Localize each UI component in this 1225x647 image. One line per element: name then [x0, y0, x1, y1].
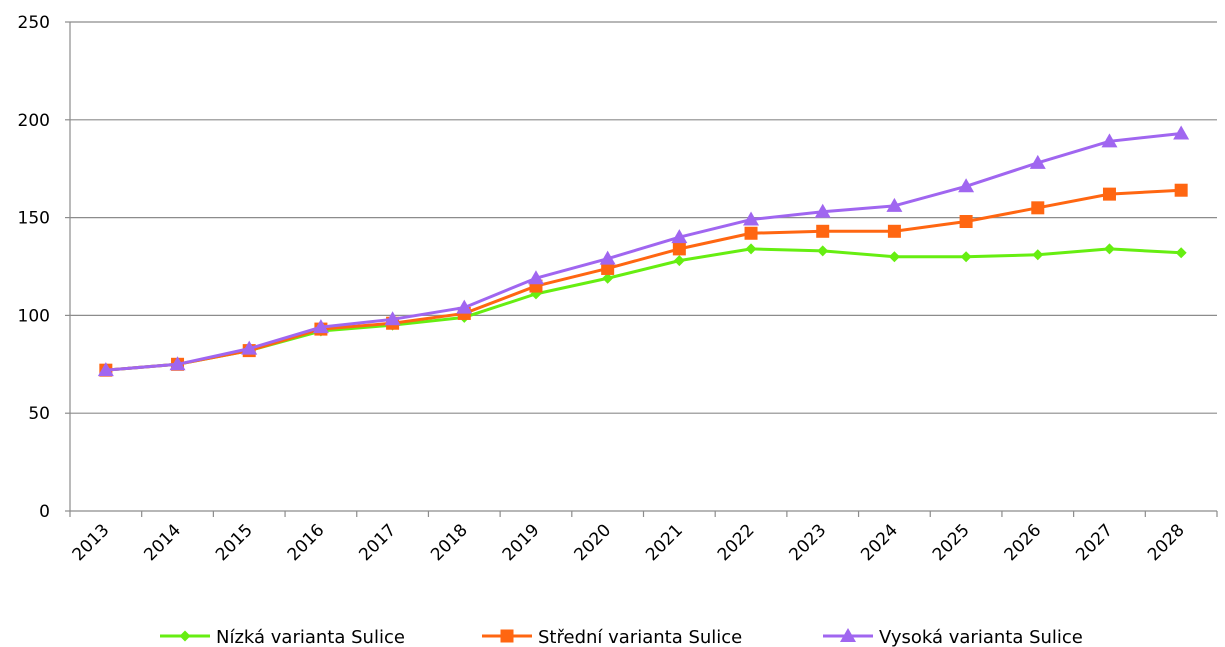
data-point	[745, 227, 758, 240]
plot-series	[98, 125, 1189, 376]
x-tick-label: 2020	[570, 520, 615, 565]
x-tick-label: 2014	[140, 520, 185, 565]
x-tick-label: 2027	[1072, 520, 1117, 565]
x-tick-label: 2028	[1144, 520, 1189, 565]
y-tick-label: 0	[39, 502, 50, 522]
data-point	[673, 242, 686, 255]
y-tick-label: 150	[18, 209, 50, 229]
data-point	[961, 251, 972, 262]
legend-label: Vysoká varianta Sulice	[879, 627, 1083, 647]
x-tick-label: 2017	[355, 520, 400, 565]
data-point	[1176, 247, 1187, 258]
data-point	[817, 245, 828, 256]
data-point	[889, 251, 900, 262]
data-point	[1173, 125, 1189, 139]
data-point	[1104, 243, 1115, 254]
legend-swatch-marker	[501, 630, 514, 643]
legend-swatch-marker	[180, 631, 191, 642]
y-tick-label: 200	[18, 111, 50, 131]
x-tick-label: 2024	[857, 520, 902, 565]
data-point	[746, 243, 757, 254]
legend-item: Nízká varianta Sulice	[160, 627, 405, 647]
series-line	[106, 249, 1181, 370]
legend: Nízká varianta Sulice Střední varianta Su…	[160, 627, 1083, 647]
x-tick-label: 2015	[212, 520, 257, 565]
x-tick-label: 2023	[786, 520, 831, 565]
data-point	[1103, 188, 1116, 201]
y-tick-label: 250	[18, 13, 50, 33]
data-point	[1032, 249, 1043, 260]
y-tick-label: 100	[18, 306, 50, 326]
data-point	[1175, 184, 1188, 197]
legend-label: Střední varianta Sulice	[538, 627, 742, 647]
y-tick-label: 50	[28, 404, 50, 424]
x-tick-label: 2019	[499, 520, 544, 565]
series-0	[100, 243, 1186, 375]
data-point	[674, 255, 685, 266]
x-tick-label: 2018	[427, 520, 472, 565]
series-line	[106, 133, 1181, 370]
legend-item: Střední varianta Sulice	[482, 627, 742, 647]
x-tick-label: 2026	[1001, 520, 1046, 565]
x-tick-label: 2025	[929, 520, 974, 565]
data-point	[1031, 201, 1044, 214]
data-point	[816, 225, 829, 238]
x-tick-label: 2022	[714, 520, 759, 565]
tick-labels: 0 50 100 150 200 250 2013 2014 2015 2016 2017 2018 2…	[18, 13, 1189, 565]
x-tick-label: 2013	[69, 520, 114, 565]
series-2	[98, 125, 1189, 376]
data-point	[960, 215, 973, 228]
x-tick-label: 2021	[642, 520, 687, 565]
legend-item: Vysoká varianta Sulice	[823, 627, 1083, 647]
x-tick-label: 2016	[284, 520, 329, 565]
data-point	[888, 225, 901, 238]
series-1	[99, 184, 1187, 377]
legend-label: Nízká varianta Sulice	[216, 627, 405, 647]
